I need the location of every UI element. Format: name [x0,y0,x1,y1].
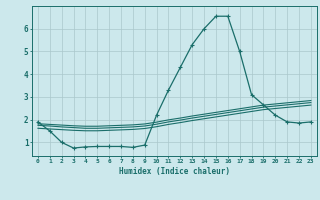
X-axis label: Humidex (Indice chaleur): Humidex (Indice chaleur) [119,167,230,176]
